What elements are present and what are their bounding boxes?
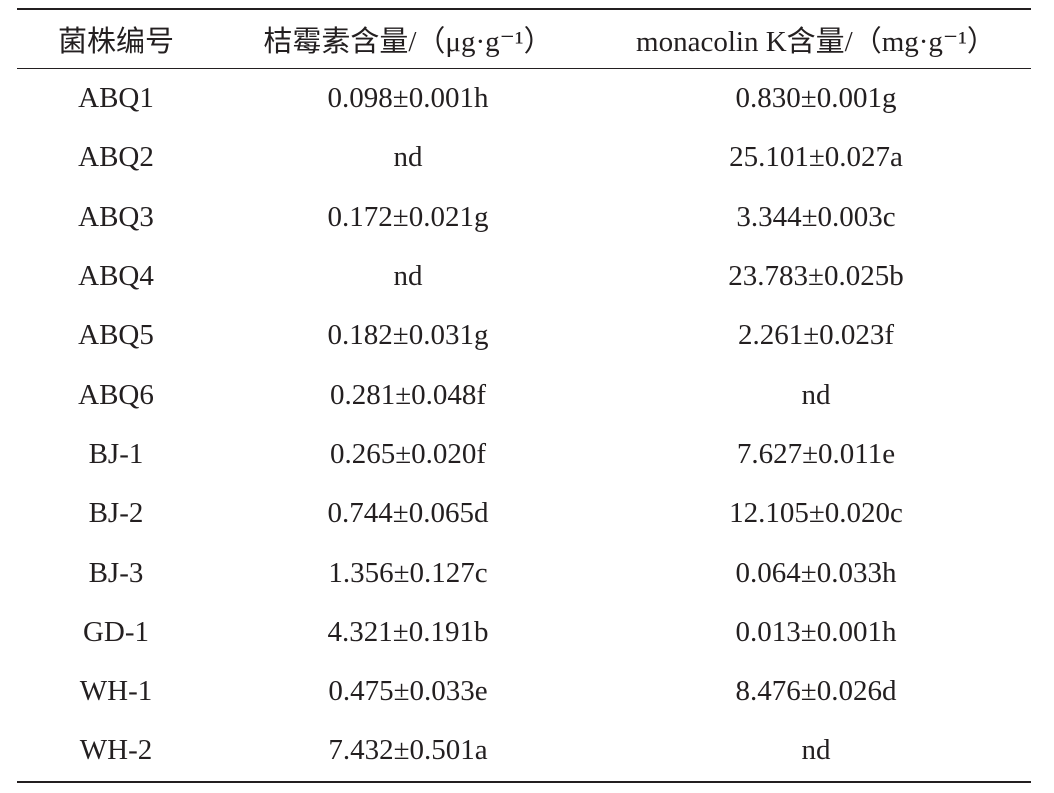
header-monacolin-k-content: monacolin K含量/（mg·g⁻¹） <box>636 26 996 58</box>
monacolin-k-cell: 2.261±0.023f <box>737 319 895 352</box>
table-row: ABQ2 nd 25.101±0.027a <box>17 128 1031 187</box>
strain-id-cell: ABQ1 <box>78 82 154 115</box>
citrinin-cell: 0.265±0.020f <box>329 437 487 470</box>
strain-content-body: ABQ1 0.098±0.001h 0.830±0.001g ABQ2 nd 25.10… <box>17 69 1031 781</box>
strain-id-cell: BJ-3 <box>88 556 144 589</box>
header-citrinin-content: 桔霉素含量/（μg·g⁻¹） <box>263 26 553 58</box>
strain-id-cell: ABQ6 <box>78 378 154 411</box>
table-row: ABQ1 0.098±0.001h 0.830±0.001g <box>17 69 1031 128</box>
table-row: WH-1 0.475±0.033e 8.476±0.026d <box>17 662 1031 721</box>
strain-id-cell: BJ-1 <box>88 437 144 470</box>
table-row: ABQ6 0.281±0.048f nd <box>17 365 1031 424</box>
monacolin-k-cell: nd <box>801 378 831 411</box>
monacolin-k-cell: 12.105±0.020c <box>729 497 903 530</box>
table-row: BJ-2 0.744±0.065d 12.105±0.020c <box>17 484 1031 543</box>
strain-id-cell: WH-1 <box>79 675 153 708</box>
citrinin-cell: 0.172±0.021g <box>327 200 489 233</box>
monacolin-k-cell: 0.013±0.001h <box>735 615 897 648</box>
table-row: BJ-1 0.265±0.020f 7.627±0.011e <box>17 425 1031 484</box>
monacolin-k-cell: 7.627±0.011e <box>736 437 896 470</box>
citrinin-cell: 7.432±0.501a <box>328 734 488 767</box>
monacolin-k-cell: 23.783±0.025b <box>728 260 904 293</box>
strain-id-cell: ABQ2 <box>78 141 154 174</box>
strain-content-table: 菌株编号 桔霉素含量/（μg·g⁻¹） monacolin K含量/（mg·g⁻… <box>17 10 1031 68</box>
bottom-rule <box>17 780 1031 783</box>
table-row: BJ-3 1.356±0.127c 0.064±0.033h <box>17 543 1031 602</box>
strain-id-cell: BJ-2 <box>88 497 144 530</box>
monacolin-k-cell: 8.476±0.026d <box>735 675 897 708</box>
citrinin-cell: 4.321±0.191b <box>327 615 489 648</box>
citrinin-cell: 0.475±0.033e <box>328 675 488 708</box>
header-rule <box>17 68 1031 69</box>
monacolin-k-cell: 0.830±0.001g <box>735 82 897 115</box>
strain-id-cell: WH-2 <box>79 734 153 767</box>
citrinin-cell: 0.098±0.001h <box>327 82 489 115</box>
strain-id-cell: ABQ3 <box>78 200 154 233</box>
table-row: ABQ5 0.182±0.031g 2.261±0.023f <box>17 306 1031 365</box>
header-row: 菌株编号 桔霉素含量/（μg·g⁻¹） monacolin K含量/（mg·g⁻… <box>17 10 1031 68</box>
table-row: WH-2 7.432±0.501a nd <box>17 721 1031 780</box>
top-rule <box>17 8 1031 10</box>
table-row: ABQ4 nd 23.783±0.025b <box>17 247 1031 306</box>
monacolin-k-cell: 25.101±0.027a <box>729 141 903 174</box>
citrinin-cell: nd <box>393 260 423 293</box>
table-row: ABQ3 0.172±0.021g 3.344±0.003c <box>17 188 1031 247</box>
citrinin-cell: 0.281±0.048f <box>329 378 487 411</box>
table-row: GD-1 4.321±0.191b 0.013±0.001h <box>17 603 1031 662</box>
monacolin-k-cell: nd <box>801 734 831 767</box>
strain-id-cell: ABQ5 <box>78 319 154 352</box>
citrinin-cell: 0.182±0.031g <box>327 319 489 352</box>
monacolin-k-cell: 3.344±0.003c <box>736 200 896 233</box>
strain-id-cell: ABQ4 <box>78 260 154 293</box>
monacolin-k-cell: 0.064±0.033h <box>735 556 897 589</box>
strain-id-cell: GD-1 <box>82 615 150 648</box>
header-strain-id: 菌株编号 <box>57 26 174 58</box>
citrinin-cell: 1.356±0.127c <box>328 556 488 589</box>
citrinin-cell: nd <box>393 141 423 174</box>
data-table: 菌株编号 桔霉素含量/（μg·g⁻¹） monacolin K含量/（mg·g⁻… <box>17 8 1031 783</box>
citrinin-cell: 0.744±0.065d <box>327 497 489 530</box>
